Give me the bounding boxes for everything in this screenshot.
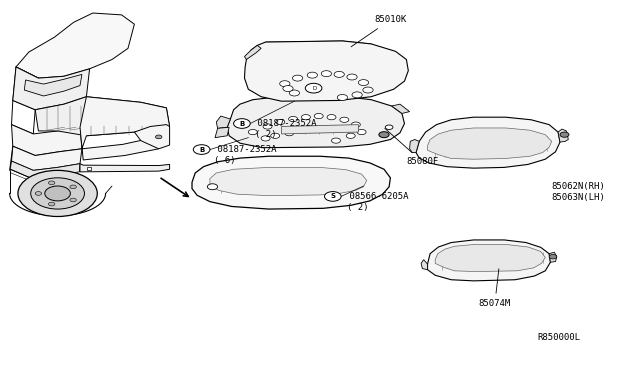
Polygon shape — [192, 156, 390, 209]
Polygon shape — [12, 125, 82, 155]
Circle shape — [332, 138, 340, 143]
Text: 85010K: 85010K — [351, 15, 406, 47]
Circle shape — [549, 254, 557, 259]
Circle shape — [263, 124, 272, 129]
Circle shape — [156, 135, 162, 139]
Circle shape — [560, 132, 569, 137]
Polygon shape — [428, 240, 550, 281]
Circle shape — [285, 131, 294, 136]
Circle shape — [49, 202, 55, 206]
Circle shape — [363, 87, 373, 93]
Polygon shape — [558, 129, 568, 142]
Circle shape — [18, 170, 97, 217]
Circle shape — [334, 71, 344, 77]
Circle shape — [351, 122, 360, 127]
Circle shape — [283, 86, 293, 92]
Polygon shape — [244, 41, 408, 101]
Circle shape — [248, 129, 257, 135]
Polygon shape — [215, 127, 229, 138]
Polygon shape — [24, 74, 82, 96]
Text: B: B — [199, 147, 204, 153]
Text: B: B — [239, 121, 244, 126]
Circle shape — [35, 192, 42, 195]
Circle shape — [337, 94, 348, 100]
Text: ( 2): ( 2) — [255, 130, 276, 139]
Text: R850000L: R850000L — [538, 333, 580, 342]
Circle shape — [347, 74, 357, 80]
Polygon shape — [134, 125, 170, 149]
Polygon shape — [416, 117, 560, 168]
Circle shape — [301, 115, 310, 120]
Circle shape — [327, 115, 336, 120]
Polygon shape — [87, 167, 91, 170]
Polygon shape — [10, 161, 80, 179]
Text: S: S — [330, 193, 335, 199]
Polygon shape — [549, 252, 557, 262]
Circle shape — [276, 119, 285, 125]
Polygon shape — [12, 146, 82, 170]
Polygon shape — [421, 260, 428, 270]
Circle shape — [31, 178, 84, 209]
Circle shape — [193, 145, 210, 154]
Circle shape — [45, 186, 70, 201]
Polygon shape — [80, 97, 170, 160]
Text: D: D — [312, 86, 316, 92]
Circle shape — [49, 181, 55, 185]
Text: 85062N(RH): 85062N(RH) — [552, 182, 605, 191]
Text: 85063N(LH): 85063N(LH) — [552, 193, 605, 202]
Polygon shape — [435, 244, 545, 272]
Polygon shape — [210, 167, 367, 196]
Circle shape — [70, 198, 76, 202]
Circle shape — [280, 81, 290, 87]
Polygon shape — [216, 116, 230, 128]
Polygon shape — [35, 97, 170, 136]
Circle shape — [292, 75, 303, 81]
Circle shape — [307, 72, 317, 78]
Polygon shape — [392, 104, 410, 113]
Polygon shape — [244, 45, 261, 60]
Circle shape — [352, 92, 362, 98]
Polygon shape — [282, 125, 358, 134]
Circle shape — [70, 185, 76, 189]
Polygon shape — [227, 97, 404, 148]
Polygon shape — [428, 128, 552, 159]
Text: 85074M: 85074M — [479, 269, 511, 308]
Text: ( 2): ( 2) — [347, 203, 369, 212]
Text: 85080F: 85080F — [385, 128, 438, 166]
Polygon shape — [410, 140, 419, 153]
Circle shape — [346, 133, 355, 138]
Circle shape — [261, 136, 270, 141]
Circle shape — [385, 125, 393, 129]
Circle shape — [379, 132, 389, 138]
Circle shape — [207, 184, 218, 190]
Circle shape — [357, 129, 366, 135]
Polygon shape — [16, 13, 134, 78]
Circle shape — [234, 119, 250, 128]
Text: 08566-6205A: 08566-6205A — [344, 192, 408, 201]
Text: 08187-2352A: 08187-2352A — [212, 145, 276, 154]
Text: 08187-2352A: 08187-2352A — [252, 119, 317, 128]
Circle shape — [340, 117, 349, 122]
Polygon shape — [13, 67, 90, 110]
Polygon shape — [80, 164, 170, 172]
Circle shape — [289, 90, 300, 96]
Circle shape — [324, 192, 341, 201]
Circle shape — [289, 116, 298, 122]
Circle shape — [314, 113, 323, 119]
Circle shape — [321, 71, 332, 77]
Circle shape — [271, 133, 280, 138]
Circle shape — [358, 80, 369, 86]
Text: ( 6): ( 6) — [214, 156, 236, 165]
Circle shape — [305, 83, 322, 93]
